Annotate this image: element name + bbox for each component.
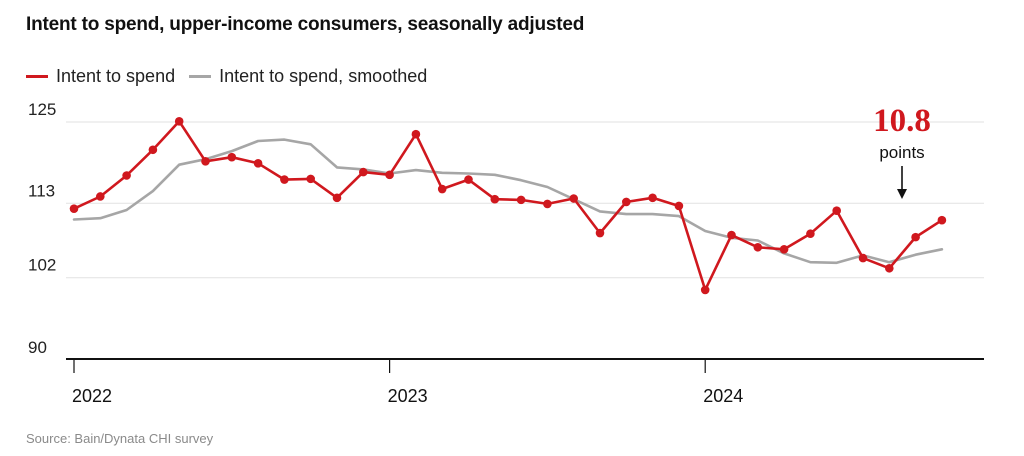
annotation-value: 10.8: [873, 103, 931, 139]
data-point: [385, 170, 394, 180]
chart-title: Intent to spend, upper-income consumers,…: [26, 14, 585, 35]
data-point: [201, 156, 210, 166]
chart-legend: Intent to spend Intent to spend, smoothe…: [26, 64, 441, 88]
x-tick-label: 2024: [703, 386, 743, 406]
series-line-intent: [72, 120, 944, 292]
data-point: [359, 167, 368, 177]
data-point: [69, 204, 79, 213]
data-point: [595, 228, 605, 238]
data-point: [569, 194, 578, 203]
source-note: Source: Bain/Dynata CHI survey: [26, 431, 214, 446]
data-point: [911, 232, 920, 242]
data-point: [832, 206, 841, 216]
data-point: [437, 184, 447, 194]
data-point: [622, 197, 631, 207]
data-point: [332, 193, 342, 203]
y-tick-label: 125: [28, 100, 56, 119]
data-point: [122, 171, 131, 180]
legend-label-intent: Intent to spend: [56, 65, 176, 86]
data-point: [858, 253, 868, 263]
data-point: [779, 245, 789, 254]
series-line-smoothed: [72, 138, 944, 265]
data-point: [648, 193, 657, 203]
legend-item-smoothed: Intent to spend, smoothed: [189, 66, 427, 87]
data-point: [700, 285, 710, 295]
annotation-arrow-head: [897, 189, 907, 199]
data-point: [727, 230, 736, 240]
data-point: [516, 195, 526, 205]
x-tick-label: 2023: [388, 386, 428, 406]
legend-label-smoothed: Intent to spend, smoothed: [219, 65, 428, 86]
data-point: [937, 215, 947, 225]
x-tick-label: 2022: [72, 386, 112, 406]
legend-swatch-intent: [26, 74, 48, 78]
data-point: [490, 194, 500, 204]
data-point: [148, 145, 158, 155]
data-point: [806, 229, 815, 239]
data-point: [543, 199, 552, 209]
y-tick-label: 102: [28, 256, 56, 275]
legend-item-intent: Intent to spend: [26, 66, 175, 87]
y-tick-label: 90: [28, 338, 47, 357]
data-point: [174, 117, 184, 126]
data-point: [464, 175, 473, 184]
legend-swatch-smoothed: [189, 74, 212, 78]
data-point: [306, 174, 316, 184]
y-tick-label: 113: [28, 181, 55, 200]
annotation-unit: points: [879, 143, 924, 162]
data-point: [96, 192, 105, 201]
data-point: [280, 175, 289, 184]
data-point: [253, 159, 263, 168]
data-point: [411, 129, 421, 139]
data-point: [674, 201, 684, 211]
data-point: [227, 152, 237, 162]
data-point: [885, 263, 894, 273]
data-point: [753, 242, 763, 252]
